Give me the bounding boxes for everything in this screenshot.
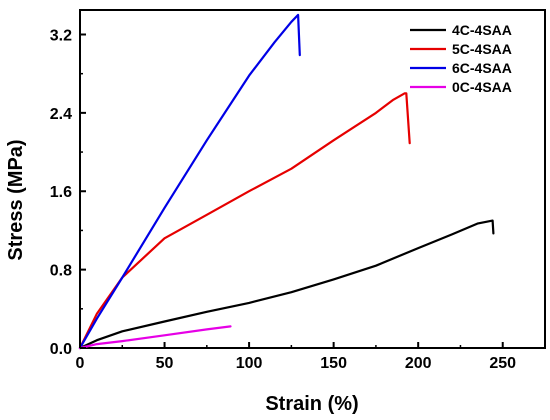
series-line-6c-4saa	[78, 13, 301, 350]
legend-label: 4C-4SAA	[452, 22, 512, 38]
y-tick-label: 0.8	[50, 263, 72, 280]
x-tick-label: 0	[76, 355, 85, 372]
axes-layer: 0 50 100 150 200 250 0.0 0.8 1.6 2.4 3.2	[50, 27, 516, 372]
legend-label: 6C-4SAA	[452, 60, 512, 76]
legend-label: 0C-4SAA	[452, 79, 512, 95]
x-tick-label: 250	[489, 355, 516, 372]
legend: 4C-4SAA 5C-4SAA 6C-4SAA 0C-4SAA	[410, 22, 512, 95]
y-tick-label: 0.0	[50, 341, 72, 358]
x-tick-label: 200	[405, 355, 432, 372]
y-axis-title: Stress (MPa)	[5, 139, 27, 260]
x-tick-label: 100	[236, 355, 263, 372]
legend-label: 5C-4SAA	[452, 41, 512, 57]
x-axis-title: Strain (%)	[265, 393, 358, 415]
series-layer	[78, 13, 495, 350]
y-tick-label: 3.2	[50, 27, 72, 44]
plot-area	[79, 9, 546, 349]
series-line-4c-4saa	[78, 219, 495, 350]
series-line-0c-4saa	[78, 325, 232, 350]
plot-frame	[79, 9, 546, 349]
y-tick-label: 1.6	[50, 184, 72, 201]
series-line-5c-4saa	[78, 92, 411, 350]
x-tick-label: 150	[320, 355, 347, 372]
y-tick-label: 2.4	[50, 106, 72, 123]
x-tick-label: 50	[156, 355, 174, 372]
